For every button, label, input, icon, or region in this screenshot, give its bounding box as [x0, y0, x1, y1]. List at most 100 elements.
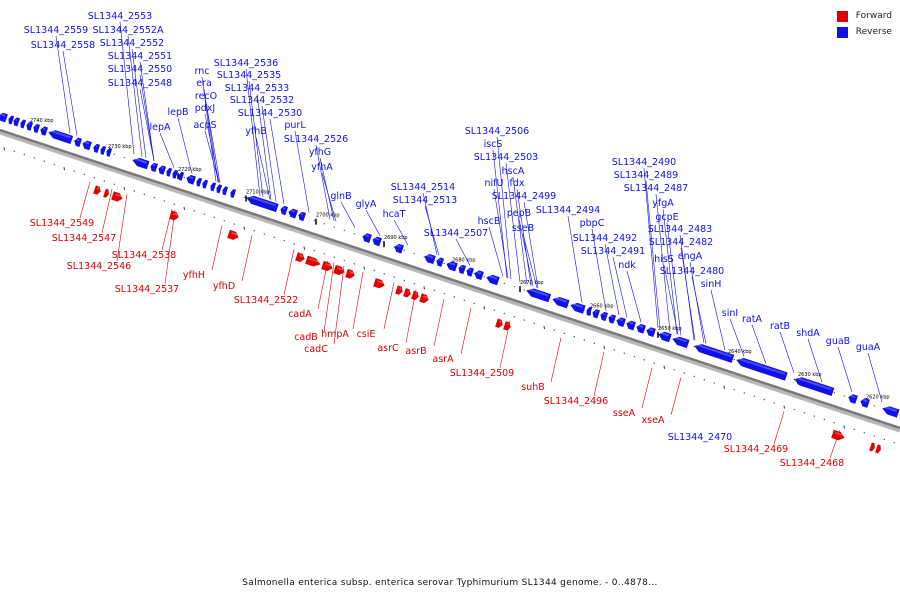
reverse-gene-label: SL1344_2552A	[93, 25, 164, 36]
reverse-gene-shine	[884, 406, 897, 412]
reverse-gene-label: ndk	[618, 260, 636, 271]
reverse-gene	[608, 314, 617, 324]
forward-gene-shape	[305, 255, 321, 267]
reverse-gene-label: guaB	[826, 336, 850, 347]
reverse-gene-shape	[8, 115, 15, 125]
axis-tick	[83, 173, 85, 176]
forward-gene	[305, 255, 321, 267]
reverse-gene	[860, 398, 870, 408]
axis-tick	[593, 342, 595, 345]
reverse-gene-label: recO	[195, 91, 217, 102]
reverse-leader	[662, 208, 678, 335]
reverse-gene	[26, 121, 34, 131]
reverse-gene	[848, 394, 858, 404]
forward-gene-label: SL1344_2509	[450, 368, 514, 379]
forward-gene-shape	[111, 191, 123, 202]
reverse-leader	[455, 238, 471, 266]
genome-caption: Salmonella enterica subsp. enterica sero…	[242, 578, 658, 588]
forward-leader	[593, 351, 605, 397]
reverse-gene-shape	[186, 174, 196, 185]
reverse-gene-shape	[166, 167, 173, 177]
reverse-leader	[645, 180, 661, 329]
reverse-leader	[779, 331, 795, 373]
reverse-gene-label: SL1344_2548	[108, 78, 172, 89]
reverse-leader	[424, 205, 440, 256]
reverse-leader	[255, 136, 271, 200]
axis-tick	[653, 362, 655, 364]
axis-tick	[873, 435, 875, 437]
reverse-leader	[710, 289, 726, 351]
axis-tick	[633, 355, 635, 358]
reverse-gene-label: yfhA	[311, 162, 333, 173]
reverse-leader	[365, 209, 381, 236]
reverse-leader	[680, 247, 696, 341]
legend-reverse: Reverse	[836, 24, 892, 40]
reverse-gene-shape	[458, 264, 467, 275]
axis-tick	[123, 186, 125, 191]
forward-gene-shine	[114, 193, 122, 198]
reverse-gene	[93, 143, 101, 153]
axis-tick	[213, 216, 215, 219]
reverse-gene-shine	[248, 195, 277, 207]
axis-tick	[733, 358, 735, 361]
reverse-gene	[0, 112, 8, 123]
reverse-leader	[127, 35, 143, 158]
reverse-gene-label: hcaT	[383, 209, 406, 220]
reverse-leader	[505, 162, 521, 283]
reverse-gene-shine	[476, 271, 482, 275]
reverse-leader	[567, 215, 583, 303]
axis-tick	[243, 196, 245, 199]
reverse-gene-label: era	[196, 78, 212, 89]
reverse-gene-shine	[638, 324, 644, 328]
reverse-gene-label: glyA	[356, 199, 377, 210]
axis-tick	[513, 285, 515, 288]
reverse-leader	[807, 338, 823, 383]
axis-tick	[853, 428, 855, 431]
reverse-leader	[139, 74, 155, 162]
reverse-gene-label: SL1344_2483	[648, 224, 712, 235]
reverse-gene-shape	[74, 137, 83, 147]
axis-tick	[53, 163, 55, 166]
axis-tick	[43, 160, 45, 162]
axis-tick	[183, 206, 185, 211]
reverse-gene-shine	[610, 315, 614, 319]
forward-leader	[323, 262, 335, 333]
forward-leader	[641, 367, 653, 409]
forward-gene-shine	[298, 254, 304, 258]
reverse-gene-shape	[694, 344, 735, 363]
reverse-gene	[158, 165, 167, 175]
reverse-gene-shine	[796, 377, 832, 391]
reverse-gene	[658, 331, 672, 343]
reverse-gene-shine	[84, 141, 90, 145]
axis-tick	[313, 249, 315, 252]
axis-tick	[803, 412, 805, 414]
reverse-gene	[372, 236, 382, 247]
axis-tick	[13, 150, 15, 153]
reverse-gene	[552, 297, 570, 309]
axis-tick	[313, 219, 315, 222]
forward-gene-label: yfhH	[183, 270, 205, 281]
forward-gene-label: SL1344_2546	[67, 261, 131, 272]
axis-tick	[703, 378, 705, 381]
reverse-gene-shine	[674, 336, 687, 343]
axis-tick	[383, 272, 385, 275]
forward-gene-shape	[373, 278, 385, 289]
reverse-gene-shape	[486, 274, 500, 286]
reverse-gene-shape	[196, 177, 203, 187]
forward-gene-shine	[498, 320, 502, 323]
forward-gene	[321, 260, 333, 272]
reverse-gene-label: yfhG	[309, 147, 331, 158]
reverse-gene	[48, 130, 74, 145]
reverse-gene-shine	[76, 138, 80, 142]
axis-tick	[73, 170, 75, 172]
reverse-gene-shape	[106, 147, 113, 157]
forward-leader	[383, 282, 395, 330]
forward-gene-shape	[411, 290, 419, 301]
forward-gene	[295, 252, 305, 263]
reverse-gene	[570, 302, 586, 314]
forward-gene-shape	[295, 252, 305, 263]
reverse-gene-label: SL1344_2492	[573, 233, 637, 244]
forward-gene-label: yfhD	[213, 281, 235, 292]
axis-tick	[533, 322, 535, 325]
forward-gene-label: SL1344_2468	[780, 458, 844, 469]
